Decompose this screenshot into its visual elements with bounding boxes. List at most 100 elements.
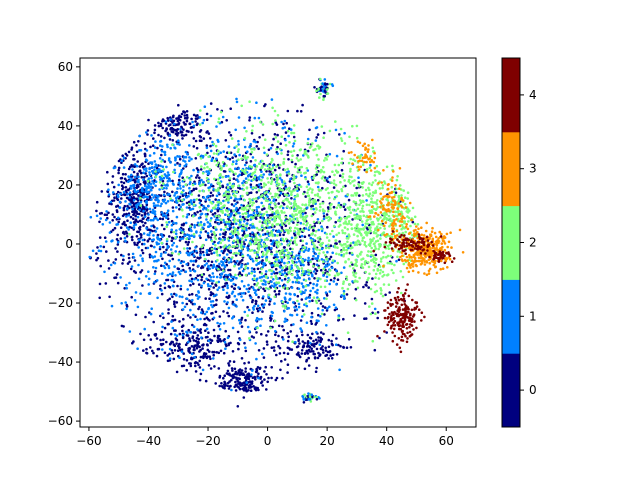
data-point-class-2 [277, 188, 280, 192]
data-point-class-0 [125, 212, 128, 216]
data-point-class-2 [341, 172, 345, 176]
data-point-class-2 [352, 267, 355, 270]
data-point-class-0 [127, 150, 131, 154]
data-point-class-0 [263, 104, 266, 108]
data-point-class-1 [130, 265, 134, 268]
data-point-class-0 [283, 277, 287, 281]
data-point-class-0 [344, 184, 347, 188]
data-point-class-0 [247, 361, 251, 364]
data-point-class-0 [190, 277, 194, 281]
data-point-class-1 [179, 127, 182, 131]
data-point-class-0 [244, 318, 247, 322]
data-point-class-0 [144, 181, 147, 185]
data-point-class-1 [155, 227, 159, 230]
data-point-class-0 [212, 328, 216, 332]
data-point-class-0 [112, 185, 116, 189]
data-point-class-0 [270, 173, 273, 176]
data-point-class-2 [335, 233, 338, 237]
data-point-class-1 [192, 325, 196, 329]
data-point-class-2 [257, 246, 260, 249]
data-point-class-1 [305, 321, 309, 325]
data-point-class-2 [314, 147, 317, 151]
data-point-class-2 [397, 194, 401, 198]
data-point-class-1 [139, 254, 142, 257]
data-point-class-2 [271, 234, 275, 238]
data-point-class-1 [157, 237, 161, 241]
data-point-class-0 [286, 339, 290, 343]
data-point-class-0 [258, 136, 261, 139]
data-point-class-2 [287, 251, 290, 255]
data-point-class-1 [161, 145, 164, 148]
data-point-class-0 [113, 196, 116, 199]
data-point-class-2 [305, 214, 309, 218]
data-point-class-0 [137, 140, 140, 143]
data-point-class-1 [280, 258, 284, 261]
data-point-class-0 [167, 253, 170, 257]
data-point-class-0 [201, 266, 205, 269]
data-point-class-1 [246, 266, 250, 270]
data-point-class-2 [291, 269, 295, 272]
data-point-class-2 [317, 266, 321, 270]
data-point-class-1 [148, 166, 151, 170]
data-point-class-1 [237, 116, 241, 119]
data-point-class-0 [175, 117, 178, 120]
data-point-class-1 [137, 175, 140, 179]
data-point-class-0 [178, 320, 181, 323]
data-point-class-1 [131, 168, 134, 171]
data-point-class-0 [212, 226, 215, 229]
data-point-class-2 [242, 184, 245, 187]
data-point-class-1 [271, 242, 274, 246]
data-point-class-0 [213, 212, 217, 215]
data-point-class-2 [379, 237, 382, 240]
data-point-class-0 [273, 178, 276, 181]
data-point-class-0 [120, 197, 123, 200]
data-point-class-2 [351, 124, 354, 128]
data-point-class-0 [194, 315, 197, 319]
data-point-class-1 [193, 356, 196, 359]
data-point-class-0 [173, 305, 177, 308]
data-point-class-0 [209, 144, 212, 148]
data-point-class-1 [169, 146, 172, 150]
data-point-class-1 [109, 200, 113, 204]
data-point-class-2 [374, 240, 378, 243]
data-point-class-1 [108, 231, 112, 234]
data-point-class-1 [142, 196, 145, 199]
data-point-class-0 [165, 242, 169, 246]
data-point-class-1 [316, 185, 320, 189]
data-point-class-1 [161, 348, 164, 351]
data-point-class-1 [316, 279, 320, 283]
data-point-class-0 [321, 348, 325, 352]
data-point-class-0 [321, 305, 325, 308]
data-point-class-2 [376, 269, 380, 272]
data-point-class-1 [242, 220, 246, 223]
data-point-class-0 [288, 348, 292, 351]
data-point-class-1 [290, 314, 294, 317]
data-point-class-1 [301, 285, 305, 288]
data-point-class-1 [148, 231, 152, 234]
data-point-class-0 [192, 331, 196, 334]
data-point-class-2 [371, 339, 375, 343]
data-point-class-0 [270, 376, 273, 380]
data-point-class-1 [168, 347, 172, 351]
data-point-class-2 [342, 246, 346, 250]
data-point-class-1 [227, 261, 231, 264]
data-point-class-2 [341, 229, 344, 232]
data-point-class-0 [192, 188, 195, 192]
data-point-class-1 [235, 162, 238, 165]
data-point-class-2 [263, 138, 267, 141]
data-point-class-2 [261, 253, 265, 257]
data-point-class-1 [201, 121, 204, 125]
data-point-class-2 [255, 255, 259, 258]
data-point-class-2 [274, 274, 278, 278]
data-point-class-1 [147, 213, 150, 216]
data-point-class-1 [304, 289, 307, 292]
data-point-class-1 [315, 284, 319, 287]
data-point-class-0 [117, 166, 121, 170]
data-point-class-0 [256, 267, 260, 271]
data-point-class-2 [370, 302, 374, 305]
data-point-class-1 [174, 250, 177, 253]
data-point-class-0 [160, 330, 164, 334]
data-point-class-1 [155, 172, 159, 176]
data-point-class-0 [171, 179, 174, 183]
data-point-class-1 [129, 184, 133, 188]
